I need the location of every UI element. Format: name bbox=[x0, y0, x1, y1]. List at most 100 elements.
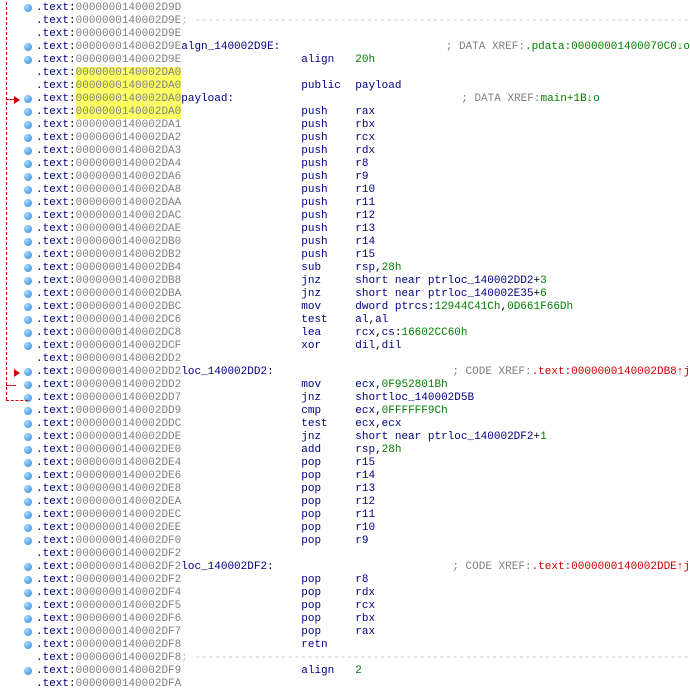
breakpoint-bullet[interactable] bbox=[24, 95, 32, 103]
breakpoint-bullet[interactable] bbox=[24, 446, 32, 454]
asm-line[interactable]: .text:0000000140002DCF xordil, dil bbox=[0, 340, 690, 353]
breakpoint-bullet[interactable] bbox=[24, 576, 32, 584]
asm-line[interactable]: .text:0000000140002DBC movdword ptr cs:1… bbox=[0, 301, 690, 314]
breakpoint-bullet[interactable] bbox=[24, 498, 32, 506]
asm-line[interactable]: .text:0000000140002DB2 pushr15 bbox=[0, 249, 690, 262]
breakpoint-bullet[interactable] bbox=[24, 485, 32, 493]
breakpoint-bullet[interactable] bbox=[24, 459, 32, 467]
asm-line[interactable]: .text:0000000140002DEC popr11 bbox=[0, 509, 690, 522]
asm-line[interactable]: .text:0000000140002DF4 poprdx bbox=[0, 587, 690, 600]
asm-line[interactable]: .text:0000000140002DF7 poprax bbox=[0, 626, 690, 639]
asm-line[interactable]: .text:0000000140002DA0 payload:; DATA XR… bbox=[0, 93, 690, 106]
asm-line[interactable]: .text:0000000140002DE6 popr14 bbox=[0, 470, 690, 483]
breakpoint-bullet[interactable] bbox=[24, 147, 32, 155]
asm-line[interactable]: .text:0000000140002DF8 ; ---------------… bbox=[0, 652, 690, 665]
breakpoint-bullet[interactable] bbox=[24, 290, 32, 298]
asm-line[interactable]: .text:0000000140002DC8 learcx, cs:16602C… bbox=[0, 327, 690, 340]
asm-line[interactable]: .text:0000000140002DA8 pushr10 bbox=[0, 184, 690, 197]
asm-line[interactable]: .text:0000000140002DF6 poprbx bbox=[0, 613, 690, 626]
breakpoint-bullet[interactable] bbox=[24, 667, 32, 675]
breakpoint-bullet[interactable] bbox=[24, 56, 32, 64]
asm-line[interactable]: .text:0000000140002DF9 align2 bbox=[0, 665, 690, 678]
breakpoint-bullet[interactable] bbox=[24, 173, 32, 181]
asm-line[interactable]: .text:0000000140002D9E ; ---------------… bbox=[0, 15, 690, 28]
asm-line[interactable]: .text:0000000140002DE4 popr15 bbox=[0, 457, 690, 470]
breakpoint-bullet[interactable] bbox=[24, 212, 32, 220]
breakpoint-bullet[interactable] bbox=[24, 121, 32, 129]
breakpoint-bullet[interactable] bbox=[24, 641, 32, 649]
breakpoint-bullet[interactable] bbox=[24, 199, 32, 207]
asm-line[interactable]: .text:0000000140002DE0 addrsp, 28h bbox=[0, 444, 690, 457]
asm-line[interactable]: .text:0000000140002DEA popr12 bbox=[0, 496, 690, 509]
breakpoint-bullet[interactable] bbox=[24, 303, 32, 311]
asm-line[interactable]: .text:0000000140002DA0 publicpayload bbox=[0, 80, 690, 93]
breakpoint-bullet[interactable] bbox=[24, 342, 32, 350]
breakpoint-bullet[interactable] bbox=[24, 511, 32, 519]
breakpoint-bullet[interactable] bbox=[24, 251, 32, 259]
asm-line[interactable]: .text:0000000140002DAE pushr13 bbox=[0, 223, 690, 236]
breakpoint-bullet[interactable] bbox=[24, 381, 32, 389]
address: 0000000140002DD2 bbox=[76, 379, 182, 392]
breakpoint-bullet[interactable] bbox=[24, 563, 32, 571]
asm-line[interactable]: .text:0000000140002D9D bbox=[0, 2, 690, 15]
asm-line[interactable]: .text:0000000140002DBA jnzshort near ptr… bbox=[0, 288, 690, 301]
asm-line[interactable]: .text:0000000140002DDE jnzshort near ptr… bbox=[0, 431, 690, 444]
asm-line[interactable]: .text:0000000140002DF8 retn bbox=[0, 639, 690, 652]
breakpoint-bullet[interactable] bbox=[24, 238, 32, 246]
asm-line[interactable]: .text:0000000140002D9E align20h bbox=[0, 54, 690, 67]
asm-line[interactable]: .text:0000000140002D9E algn_140002D9E:; … bbox=[0, 41, 690, 54]
asm-line[interactable]: .text:0000000140002DD2 bbox=[0, 353, 690, 366]
asm-line[interactable]: .text:0000000140002DF0 popr9 bbox=[0, 535, 690, 548]
breakpoint-bullet[interactable] bbox=[24, 472, 32, 480]
asm-line[interactable]: .text:0000000140002DD9 cmpecx, 0FFFFFF9C… bbox=[0, 405, 690, 418]
asm-line[interactable]: .text:0000000140002DB0 pushr14 bbox=[0, 236, 690, 249]
breakpoint-bullet[interactable] bbox=[24, 264, 32, 272]
asm-line[interactable]: .text:0000000140002D9E bbox=[0, 28, 690, 41]
asm-line[interactable]: .text:0000000140002DF2 loc_140002DF2:; C… bbox=[0, 561, 690, 574]
asm-line[interactable]: .text:0000000140002DD2 movecx, 0F952801B… bbox=[0, 379, 690, 392]
breakpoint-bullet[interactable] bbox=[24, 433, 32, 441]
breakpoint-bullet[interactable] bbox=[24, 537, 32, 545]
breakpoint-bullet[interactable] bbox=[24, 43, 32, 51]
asm-line[interactable]: .text:0000000140002DF2 bbox=[0, 548, 690, 561]
asm-line[interactable]: .text:0000000140002DF2 popr8 bbox=[0, 574, 690, 587]
breakpoint-bullet[interactable] bbox=[24, 134, 32, 142]
asm-line[interactable]: .text:0000000140002DB4 subrsp, 28h bbox=[0, 262, 690, 275]
asm-line[interactable]: .text:0000000140002DFA bbox=[0, 678, 690, 691]
breakpoint-bullet[interactable] bbox=[24, 615, 32, 623]
asm-line[interactable]: .text:0000000140002DE8 popr13 bbox=[0, 483, 690, 496]
breakpoint-bullet[interactable] bbox=[24, 108, 32, 116]
breakpoint-bullet[interactable] bbox=[24, 4, 32, 12]
asm-line[interactable]: .text:0000000140002DF5 poprcx bbox=[0, 600, 690, 613]
asm-line[interactable]: .text:0000000140002DA4 pushr8 bbox=[0, 158, 690, 171]
breakpoint-bullet[interactable] bbox=[24, 186, 32, 194]
address: 0000000140002DB2 bbox=[76, 249, 182, 262]
breakpoint-bullet[interactable] bbox=[24, 589, 32, 597]
breakpoint-bullet[interactable] bbox=[24, 407, 32, 415]
asm-line[interactable]: .text:0000000140002DA1 pushrbx bbox=[0, 119, 690, 132]
breakpoint-bullet[interactable] bbox=[24, 277, 32, 285]
breakpoint-bullet[interactable] bbox=[24, 524, 32, 532]
breakpoint-bullet[interactable] bbox=[24, 420, 32, 428]
asm-line[interactable]: .text:0000000140002DEE popr10 bbox=[0, 522, 690, 535]
asm-line[interactable]: .text:0000000140002DA6 pushr9 bbox=[0, 171, 690, 184]
asm-line[interactable]: .text:0000000140002DA0 pushrax bbox=[0, 106, 690, 119]
asm-line[interactable]: .text:0000000140002DD7 jnzshort loc_1400… bbox=[0, 392, 690, 405]
asm-line[interactable]: .text:0000000140002DA0 bbox=[0, 67, 690, 80]
breakpoint-bullet[interactable] bbox=[24, 368, 32, 376]
asm-line[interactable]: .text:0000000140002DB8 jnzshort near ptr… bbox=[0, 275, 690, 288]
asm-line[interactable]: .text:0000000140002DD2 loc_140002DD2:; C… bbox=[0, 366, 690, 379]
breakpoint-bullet[interactable] bbox=[24, 225, 32, 233]
asm-line[interactable]: .text:0000000140002DC6 testal, al bbox=[0, 314, 690, 327]
asm-line[interactable]: .text:0000000140002DA3 pushrdx bbox=[0, 145, 690, 158]
breakpoint-bullet[interactable] bbox=[24, 329, 32, 337]
asm-line[interactable]: .text:0000000140002DAA pushr11 bbox=[0, 197, 690, 210]
address: 0000000140002DE0 bbox=[76, 444, 182, 457]
asm-line[interactable]: .text:0000000140002DDC testecx, ecx bbox=[0, 418, 690, 431]
breakpoint-bullet[interactable] bbox=[24, 628, 32, 636]
breakpoint-bullet[interactable] bbox=[24, 316, 32, 324]
breakpoint-bullet[interactable] bbox=[24, 602, 32, 610]
asm-line[interactable]: .text:0000000140002DA2 pushrcx bbox=[0, 132, 690, 145]
asm-line[interactable]: .text:0000000140002DAC pushr12 bbox=[0, 210, 690, 223]
breakpoint-bullet[interactable] bbox=[24, 160, 32, 168]
